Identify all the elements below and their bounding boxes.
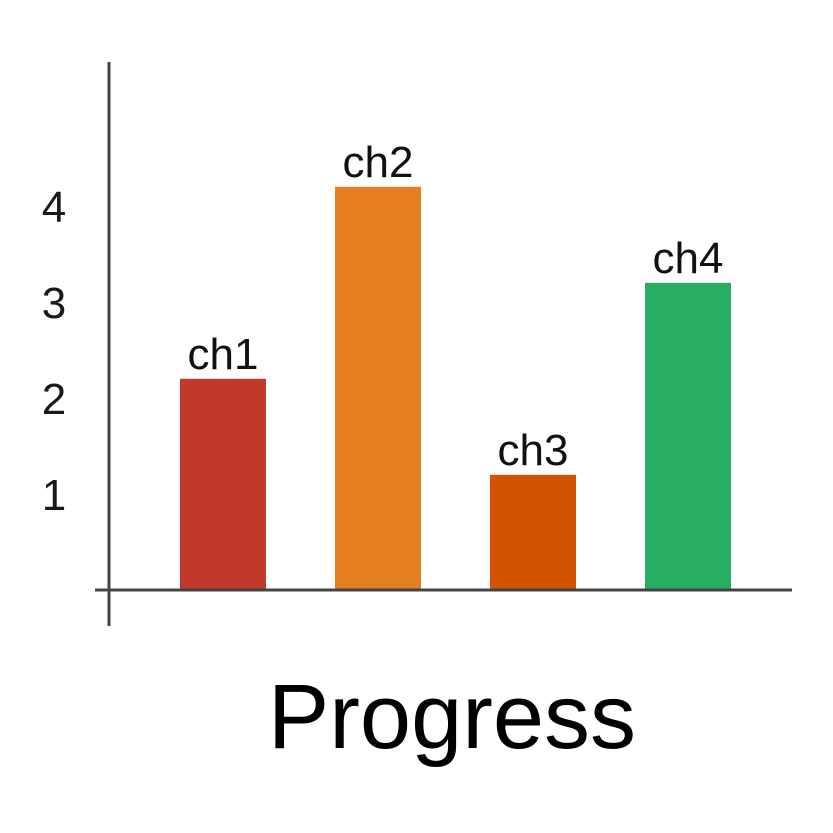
x-axis-label: Progress xyxy=(268,666,636,768)
bar-ch2 xyxy=(335,186,421,591)
bar-ch4 xyxy=(645,282,731,590)
bars xyxy=(180,186,731,591)
y-tick-label: 2 xyxy=(42,375,66,424)
bar-label-ch3: ch3 xyxy=(498,426,569,475)
bar-ch3 xyxy=(490,474,576,590)
bar-label-ch2: ch2 xyxy=(343,138,414,187)
bar-labels: ch1 ch2 ch3 ch4 xyxy=(188,138,724,475)
bar-label-ch1: ch1 xyxy=(188,330,259,379)
y-tick-label: 4 xyxy=(42,183,66,232)
y-tick-labels: 1 2 3 4 xyxy=(42,183,66,520)
y-tick-label: 1 xyxy=(42,471,66,520)
bar-label-ch4: ch4 xyxy=(653,234,724,283)
bar-ch1 xyxy=(180,378,266,590)
y-tick-label: 3 xyxy=(42,279,66,328)
